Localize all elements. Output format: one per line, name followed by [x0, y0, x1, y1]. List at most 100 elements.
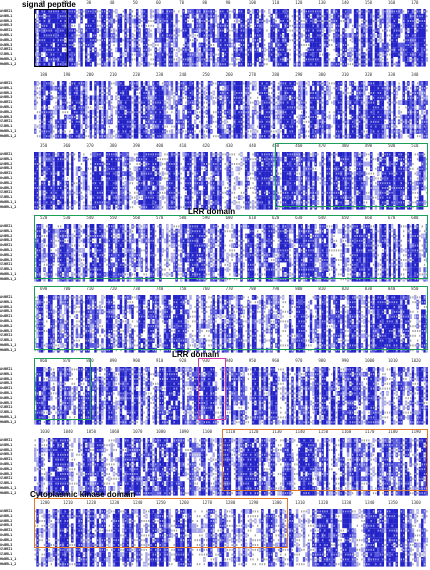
alignment-block: 350 360 370 380 390 400 410 420 430 440 450 460 470 4…: [0, 143, 430, 213]
sequence-name: OsBRL3: [0, 186, 34, 191]
ruler-tick-label: 1050: [86, 429, 96, 434]
ruler-tick-label: 320: [365, 72, 372, 77]
island-domain-box: [198, 358, 226, 420]
sequence-name: AtBRI1: [0, 152, 34, 157]
alignment-block: 520 530 540 550 560 570 580 590 600 610 620 630 640 6…: [0, 215, 430, 285]
ruler-tick-label: 580: [179, 215, 186, 220]
ruler-tick-label: 1060: [110, 429, 120, 434]
ruler-tick-label: 1200: [40, 500, 50, 505]
sequence-name: SlBRI1: [0, 262, 34, 267]
alignment-block: 1030 1040 1050 1060 1070 1080 1090 1100 1110 1120…: [0, 429, 430, 499]
ruler-tick-label: 780: [249, 286, 256, 291]
sequence-name: SlBRL1: [0, 481, 34, 486]
ruler-tick-label: 570: [156, 215, 163, 220]
sequence-name: AtBRL3: [0, 309, 34, 314]
sequence-name: AtBRL1: [0, 443, 34, 448]
alignment-block: 180 190 200 210 220 230 240 250 260 270 280 290 300 3…: [0, 72, 430, 142]
ruler-tick-label: 870: [63, 358, 70, 363]
ruler-tick-label: 40: [110, 0, 115, 5]
sequence-name: OsBRL3: [0, 329, 34, 334]
sequence-name: OsBRI1: [0, 243, 34, 248]
alignment-grid: [34, 367, 428, 425]
ruler-tick-label: 840: [388, 286, 395, 291]
ruler-tick-label: 280: [272, 72, 279, 77]
ruler-tick-label: 1040: [63, 429, 73, 434]
sequence-names: AtBRI1 AtBRL1 AtBRL2 AtBRL3 OsBRI1 OsBRL1 OsBR…: [0, 295, 34, 353]
ruler-tick-label: 1270: [202, 500, 212, 505]
sequence-names: AtBRI1 AtBRL1 AtBRL2 AtBRL3 OsBRI1 OsBRL1 OsBR…: [0, 367, 34, 425]
sequence-name: HbBRL1_2: [0, 62, 34, 67]
sequence-name: HbBRL1_2: [0, 134, 34, 139]
ruler-tick-label: 60: [156, 0, 161, 5]
ruler-tick-label: 650: [342, 215, 349, 220]
ruler-tick-label: 1210: [63, 500, 73, 505]
ruler-tick-label: 440: [249, 143, 256, 148]
ruler-tick-label: 330: [388, 72, 395, 77]
ruler-tick-label: 890: [110, 358, 117, 363]
sequence-name: HbBRL1_1: [0, 200, 34, 205]
ruler-tick-label: 150: [365, 0, 372, 5]
ruler-tick-label: 1360: [411, 500, 421, 505]
signal-peptide-label: signal peptide: [22, 0, 76, 9]
sequence-name: SlBRL1: [0, 338, 34, 343]
ruler-tick-label: 460: [295, 143, 302, 148]
sequence-name: OsBRL3: [0, 115, 34, 120]
sequence-name: SlBRL1: [0, 52, 34, 57]
ruler-tick-label: 1340: [365, 500, 375, 505]
sequence-name: SlBRL1: [0, 195, 34, 200]
ruler-tick-label: 220: [133, 72, 140, 77]
sequence-name: SlBRI1: [0, 405, 34, 410]
ruler-tick-label: 1320: [318, 500, 328, 505]
sequence-name: OsBRL2: [0, 324, 34, 329]
sequence-name: OsBRL1: [0, 391, 34, 396]
sequence-name: HbBRL1_2: [0, 348, 34, 353]
ruler-tick-label: 830: [365, 286, 372, 291]
ruler-tick-label: 300: [318, 72, 325, 77]
kinase-domain-box-1: [222, 429, 428, 491]
sequence-name: OsBRI1: [0, 457, 34, 462]
sequence-name: SlBRI1: [0, 119, 34, 124]
ruler-tick-label: 620: [272, 215, 279, 220]
position-ruler: 1030 1040 1050 1060 1070 1080 1090 1100 1110 1120…: [34, 429, 428, 438]
ruler-tick-label: 1030: [40, 429, 50, 434]
sequence-name: AtBRL1: [0, 300, 34, 305]
ruler-tick-label: 700: [63, 286, 70, 291]
sequence-name: AtBRL1: [0, 157, 34, 162]
ruler-tick-label: 80: [202, 0, 207, 5]
sequence-name: AtBRL2: [0, 305, 34, 310]
sequence-name: AtBRI1: [0, 509, 34, 514]
ruler-tick-label: 1310: [295, 500, 305, 505]
sequence-names: AtBRI1 AtBRL1 AtBRL2 AtBRL3 OsBRI1 OsBRL1 OsBR…: [0, 224, 34, 282]
ruler-tick-label: 910: [156, 358, 163, 363]
ruler-tick-label: 1240: [133, 500, 143, 505]
ruler-tick-label: 100: [249, 0, 256, 5]
sequence-name: AtBRL3: [0, 381, 34, 386]
lrr-domain-box-1: [275, 143, 428, 207]
ruler-tick-label: 860: [40, 358, 47, 363]
sequence-name: AtBRL3: [0, 523, 34, 528]
ruler-tick-label: 360: [63, 143, 70, 148]
sequence-name: OsBRL1: [0, 33, 34, 38]
sequence-name: AtBRL1: [0, 514, 34, 519]
sequence-name: AtBRL1: [0, 372, 34, 377]
alignment-block: 10 20 30 40 50 60 70 80 90 100 110 120 130 140 150 160 1…: [0, 0, 430, 70]
ruler-tick-label: 1160: [342, 429, 352, 434]
sequence-name: OsBRL3: [0, 472, 34, 477]
sequence-name: AtBRI1: [0, 9, 34, 14]
ruler-tick-label: 630: [295, 215, 302, 220]
sequence-name: AtBRL1: [0, 14, 34, 19]
ruler-tick-label: 390: [133, 143, 140, 148]
kinase-domain-label: Cytoplasmic kinase domain: [30, 490, 135, 499]
ruler-tick-label: 940: [226, 358, 233, 363]
ruler-tick-label: 420: [202, 143, 209, 148]
sequence-name: AtBRL2: [0, 91, 34, 96]
ruler-tick-label: 660: [365, 215, 372, 220]
sequence-name: AtBRI1: [0, 367, 34, 372]
position-ruler: 350 360 370 380 390 400 410 420 430 440 450 460 470 4…: [34, 143, 428, 152]
ruler-tick-label: 30: [86, 0, 91, 5]
ruler-tick-label: 1010: [388, 358, 398, 363]
ruler-tick-label: 1150: [318, 429, 328, 434]
ruler-tick-label: 50: [133, 0, 138, 5]
sequence-name: SlBRL1: [0, 410, 34, 415]
